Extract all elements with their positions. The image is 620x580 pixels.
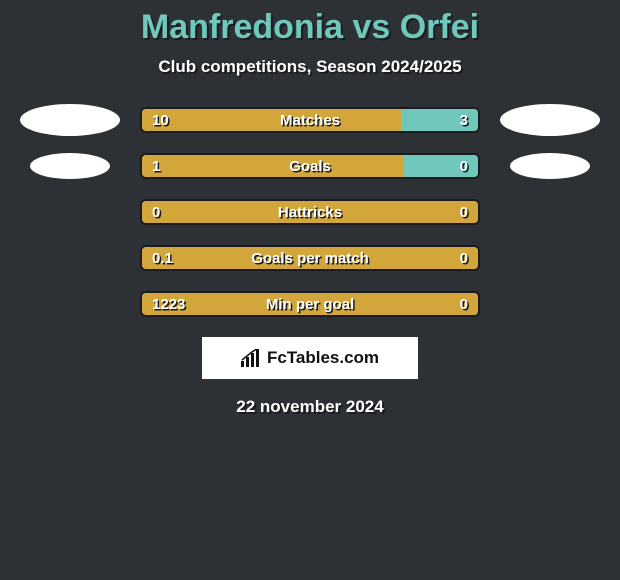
left-team-badge: [20, 153, 120, 179]
left-team-badge: [20, 199, 120, 225]
chart-icon: [241, 349, 263, 367]
stat-row: 00Hattricks: [0, 199, 620, 225]
page-subtitle: Club competitions, Season 2024/2025: [0, 57, 620, 77]
stat-bar: 10Goals: [140, 153, 480, 179]
stat-row: 0.10Goals per match: [0, 245, 620, 271]
stat-bar: 12230Min per goal: [140, 291, 480, 317]
right-team-badge: [500, 153, 600, 179]
right-team-badge: [500, 199, 600, 225]
comparison-infographic: Manfredonia vs Orfei Club competitions, …: [0, 0, 620, 417]
stat-bar: 103Matches: [140, 107, 480, 133]
stat-row: 10Goals: [0, 153, 620, 179]
stat-bar: 00Hattricks: [140, 199, 480, 225]
stat-label: Hattricks: [142, 201, 478, 223]
page-title: Manfredonia vs Orfei: [0, 8, 620, 47]
brand-text: FcTables.com: [267, 348, 379, 368]
right-team-badge: [500, 245, 600, 271]
snapshot-date: 22 november 2024: [0, 397, 620, 417]
right-team-badge: [500, 107, 600, 133]
left-team-badge: [20, 291, 120, 317]
stat-rows: 103Matches 10Goals 00Hattricks 0.10Goals pe…: [0, 107, 620, 317]
left-team-badge: [20, 107, 120, 133]
left-team-badge: [20, 245, 120, 271]
stat-label: Goals: [142, 155, 478, 177]
stat-label: Min per goal: [142, 293, 478, 315]
brand-box: FcTables.com: [202, 337, 418, 379]
stat-label: Matches: [142, 109, 478, 131]
stat-row: 12230Min per goal: [0, 291, 620, 317]
stat-label: Goals per match: [142, 247, 478, 269]
stat-row: 103Matches: [0, 107, 620, 133]
right-team-badge: [500, 291, 600, 317]
stat-bar: 0.10Goals per match: [140, 245, 480, 271]
